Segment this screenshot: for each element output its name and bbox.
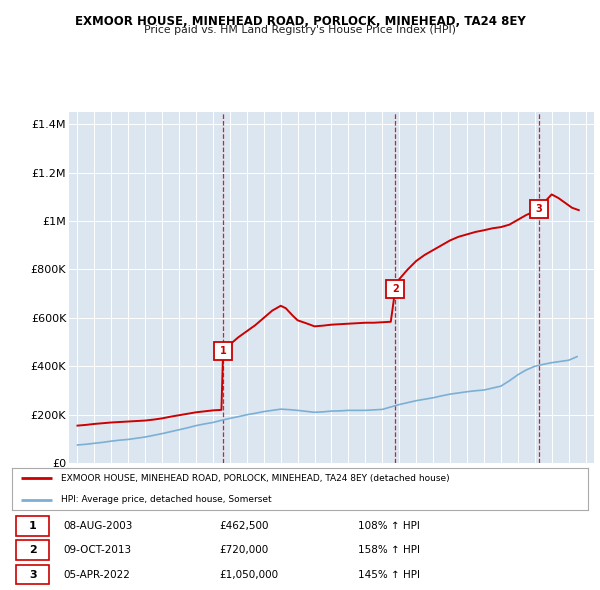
FancyBboxPatch shape <box>16 540 49 560</box>
Text: 3: 3 <box>29 569 37 579</box>
Text: 158% ↑ HPI: 158% ↑ HPI <box>358 545 419 555</box>
Text: 09-OCT-2013: 09-OCT-2013 <box>64 545 132 555</box>
Text: 2: 2 <box>392 284 399 294</box>
Text: EXMOOR HOUSE, MINEHEAD ROAD, PORLOCK, MINEHEAD, TA24 8EY: EXMOOR HOUSE, MINEHEAD ROAD, PORLOCK, MI… <box>74 15 526 28</box>
Text: 1: 1 <box>220 346 226 356</box>
Text: 1: 1 <box>29 521 37 531</box>
Text: £462,500: £462,500 <box>220 521 269 531</box>
FancyBboxPatch shape <box>16 516 49 536</box>
Text: 108% ↑ HPI: 108% ↑ HPI <box>358 521 419 531</box>
Text: HPI: Average price, detached house, Somerset: HPI: Average price, detached house, Some… <box>61 495 272 504</box>
Text: 05-APR-2022: 05-APR-2022 <box>64 569 131 579</box>
Text: EXMOOR HOUSE, MINEHEAD ROAD, PORLOCK, MINEHEAD, TA24 8EY (detached house): EXMOOR HOUSE, MINEHEAD ROAD, PORLOCK, MI… <box>61 474 449 483</box>
Text: £720,000: £720,000 <box>220 545 269 555</box>
FancyBboxPatch shape <box>16 565 49 585</box>
Text: 3: 3 <box>536 204 542 214</box>
Text: Price paid vs. HM Land Registry's House Price Index (HPI): Price paid vs. HM Land Registry's House … <box>144 25 456 35</box>
Text: 145% ↑ HPI: 145% ↑ HPI <box>358 569 419 579</box>
Text: £1,050,000: £1,050,000 <box>220 569 278 579</box>
Text: 2: 2 <box>29 545 37 555</box>
Text: 08-AUG-2003: 08-AUG-2003 <box>64 521 133 531</box>
